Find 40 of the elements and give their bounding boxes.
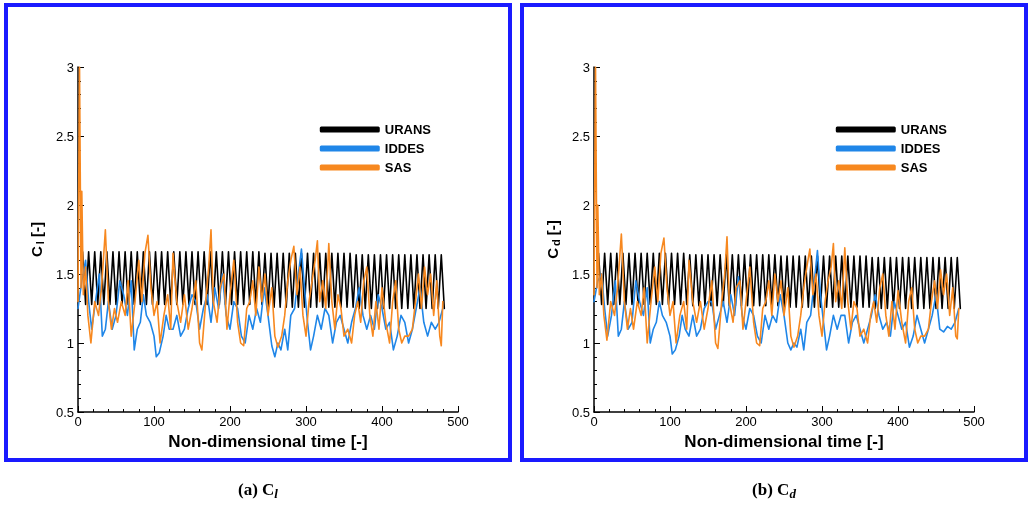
x-tick-label: 300 — [811, 414, 833, 429]
x-tick-label: 200 — [735, 414, 757, 429]
x-axis-title: Non-dimensional time [-] — [684, 431, 884, 451]
x-tick-label: 100 — [659, 414, 681, 429]
legend-label: SAS — [384, 160, 412, 175]
legend-label: IDDES — [900, 141, 941, 156]
legend-label: IDDES — [384, 141, 425, 156]
line-series — [593, 249, 960, 355]
x-tick-label: 100 — [143, 414, 165, 429]
y-tick-label: 3 — [582, 59, 590, 75]
y-tick-label: 1.5 — [571, 266, 590, 282]
y-tick-label: 1.5 — [55, 266, 74, 282]
legend-label: URANS — [384, 122, 432, 137]
legend-label: SAS — [900, 160, 928, 175]
line-series — [77, 66, 444, 351]
line-series — [81, 251, 446, 310]
y-tick-label: 2 — [582, 197, 590, 213]
x-tick-label: 400 — [371, 414, 393, 429]
y-tick-label: 1 — [582, 335, 590, 351]
x-axis-title: Non-dimensional time [-] — [168, 431, 368, 451]
x-tick-label: 0 — [74, 414, 82, 429]
x-tick-label: 200 — [219, 414, 241, 429]
y-axis-title: Cd [-] — [544, 220, 562, 259]
y-tick-label: 1 — [66, 335, 74, 351]
x-tick-label: 400 — [887, 414, 909, 429]
x-tick-label: 300 — [295, 414, 317, 429]
y-tick-label: 2.5 — [55, 128, 74, 144]
y-tick-label: 2.5 — [571, 128, 590, 144]
x-tick-label: 500 — [447, 414, 469, 429]
y-tick-label: 0.5 — [571, 404, 590, 420]
x-tick-label: 0 — [590, 414, 598, 429]
line-series — [593, 66, 960, 350]
y-tick-label: 0.5 — [55, 404, 74, 420]
y-axis-title: Cl [-] — [28, 221, 46, 258]
line-series — [77, 248, 444, 358]
line-series — [597, 252, 962, 310]
x-tick-label: 500 — [963, 414, 985, 429]
y-tick-label: 3 — [66, 59, 74, 75]
y-tick-label: 2 — [66, 197, 74, 213]
legend-label: URANS — [900, 122, 948, 137]
